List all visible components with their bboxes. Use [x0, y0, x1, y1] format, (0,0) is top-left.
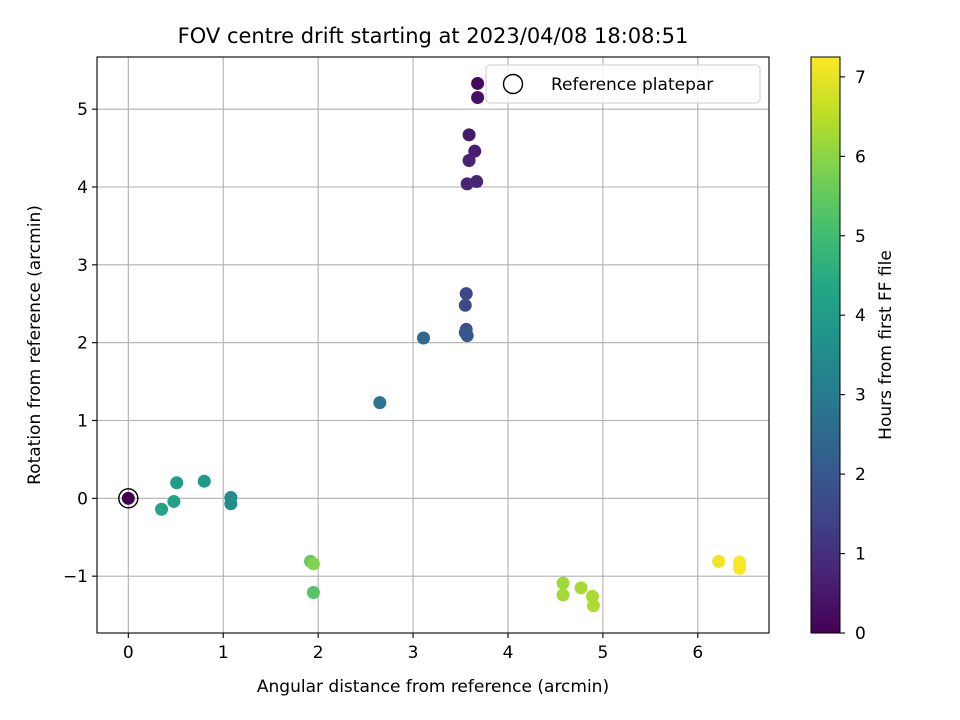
data-point	[306, 557, 320, 571]
x-tick-label: 5	[597, 643, 608, 663]
x-tick-label: 6	[692, 643, 703, 663]
colorbar-tick-label: 0	[855, 624, 866, 644]
data-point	[468, 144, 482, 158]
colorbar	[810, 56, 841, 634]
data-point	[462, 128, 476, 142]
chart-title: FOV centre drift starting at 2023/04/08 …	[178, 24, 689, 48]
y-tick-label: −1	[63, 567, 88, 587]
x-tick-label: 4	[503, 643, 514, 663]
data-point	[121, 491, 135, 505]
y-tick-label: 4	[77, 178, 88, 198]
data-point	[586, 599, 600, 613]
data-point	[170, 476, 184, 490]
data-point	[417, 331, 431, 345]
colorbar-ticks: 0 1 2 3 4 5 6 7	[840, 68, 866, 644]
legend-open-circle-icon	[502, 73, 524, 95]
data-point	[556, 576, 570, 590]
y-tick-label: 5	[77, 100, 88, 120]
data-point	[458, 298, 472, 312]
colorbar-tick-label: 5	[855, 227, 866, 247]
y-axis-label: Rotation from reference (arcmin)	[25, 205, 45, 485]
data-point	[224, 497, 238, 511]
data-point	[471, 90, 485, 104]
colorbar-tick-label: 4	[855, 306, 866, 326]
data-point	[155, 502, 169, 516]
data-point	[585, 589, 599, 603]
reference-platepar-marker	[118, 488, 139, 509]
x-tick-label: 1	[218, 643, 229, 663]
y-tick-label: 1	[77, 412, 88, 432]
data-point	[574, 581, 588, 595]
colorbar-tick-label: 2	[855, 465, 866, 485]
colorbar-label: Hours from first FF file	[876, 250, 896, 440]
x-axis-ticks: 0 1 2 3 4 5 6	[123, 633, 703, 663]
plot-frame	[96, 56, 770, 634]
data-points	[121, 76, 747, 613]
y-axis-ticks: −1 0 1 2 3 4 5	[63, 100, 97, 587]
y-tick-label: 0	[77, 489, 88, 509]
colorbar-tick-label: 1	[855, 545, 866, 565]
grid	[97, 57, 769, 633]
data-point	[459, 287, 473, 301]
data-point	[556, 588, 570, 602]
data-point	[373, 396, 387, 410]
x-tick-label: 2	[313, 643, 324, 663]
data-point	[470, 175, 484, 189]
data-point	[712, 554, 726, 568]
data-point	[733, 561, 747, 575]
x-axis-label: Angular distance from reference (arcmin)	[257, 677, 609, 697]
x-tick-label: 0	[123, 643, 134, 663]
data-point	[460, 329, 474, 343]
data-point	[306, 586, 320, 600]
legend-entry-reference-platepar: Reference platepar	[551, 75, 713, 95]
y-tick-label: 2	[77, 334, 88, 354]
data-point	[167, 494, 181, 508]
data-point	[471, 76, 485, 90]
legend: Reference platepar	[485, 64, 761, 104]
y-tick-label: 3	[77, 256, 88, 276]
legend-box	[485, 64, 761, 104]
data-point	[197, 474, 211, 488]
colorbar-tick-label: 7	[855, 68, 866, 88]
colorbar-tick-label: 3	[855, 386, 866, 406]
x-tick-label: 3	[408, 643, 419, 663]
data-point	[462, 154, 476, 168]
colorbar-tick-label: 6	[855, 147, 866, 167]
